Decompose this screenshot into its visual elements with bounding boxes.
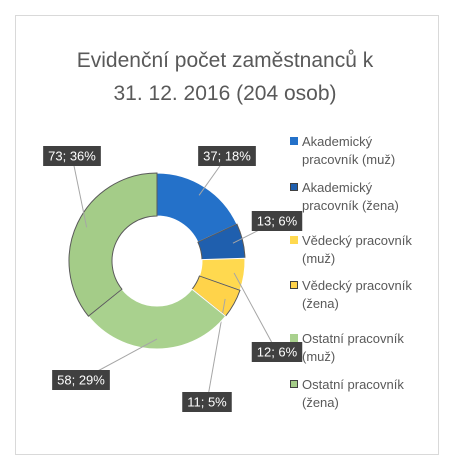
legend-item: Vědecký pracovník (muž) bbox=[290, 232, 412, 268]
data-label-box bbox=[182, 392, 232, 412]
data-label: 13; 6% bbox=[257, 213, 298, 228]
legend-label: Akademický pracovník (žena) bbox=[302, 180, 399, 213]
legend-label: Ostatní pracovník (muž) bbox=[302, 331, 404, 364]
data-label: 58; 29% bbox=[57, 372, 105, 387]
legend-swatch bbox=[290, 183, 298, 191]
leader-line bbox=[233, 272, 278, 353]
donut-slice bbox=[68, 172, 158, 317]
chart-title: Evidenční počet zaměstnanců k 31. 12. 20… bbox=[76, 49, 374, 105]
legend-swatch bbox=[290, 334, 298, 342]
data-label: 37; 18% bbox=[203, 148, 251, 163]
data-label-box bbox=[251, 342, 303, 362]
legend-item: Ostatní pracovník (žena) bbox=[290, 376, 412, 412]
legend-label: Vědecký pracovník (muž) bbox=[302, 233, 412, 266]
legend-item: Akademický pracovník (muž) bbox=[290, 133, 412, 169]
data-label: 73; 36% bbox=[48, 148, 96, 163]
chart-frame bbox=[15, 15, 439, 455]
data-label: 12; 6% bbox=[257, 344, 298, 359]
data-label-box bbox=[43, 146, 101, 166]
legend-label: Vědecký pracovník (žena) bbox=[302, 278, 412, 311]
data-label-box bbox=[52, 370, 110, 390]
data-label: 11; 5% bbox=[187, 394, 227, 409]
legend-label: Akademický pracovník (muž) bbox=[302, 134, 396, 167]
donut-slice bbox=[87, 288, 227, 350]
legend-item: Vědecký pracovník (žena) bbox=[290, 277, 412, 313]
legend-swatch bbox=[290, 137, 298, 145]
legend-swatch bbox=[290, 380, 298, 388]
legend-swatch bbox=[290, 281, 298, 289]
data-label-box bbox=[198, 146, 256, 166]
data-label-box bbox=[251, 211, 303, 231]
legend-item: Ostatní pracovník (muž) bbox=[290, 330, 412, 366]
legend-label: Ostatní pracovník (žena) bbox=[302, 377, 404, 410]
legend-item: Akademický pracovník (žena) bbox=[290, 179, 412, 215]
leader-line bbox=[71, 155, 88, 228]
legend-swatch bbox=[290, 236, 298, 244]
